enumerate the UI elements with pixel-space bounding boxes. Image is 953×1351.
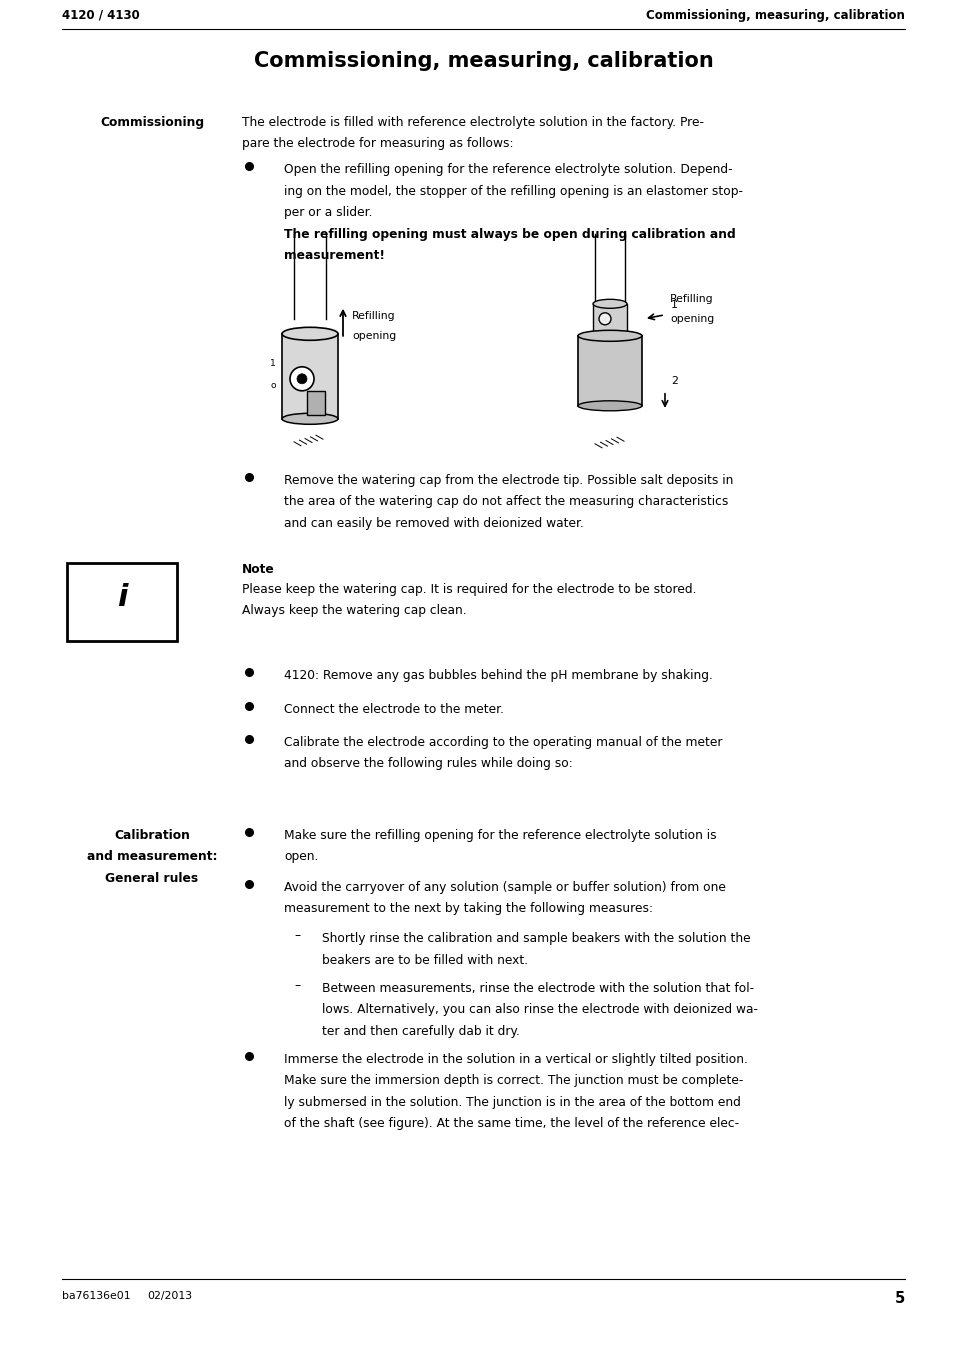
Ellipse shape xyxy=(578,330,641,342)
Text: Make sure the refilling opening for the reference electrolyte solution is: Make sure the refilling opening for the … xyxy=(284,830,716,842)
Text: pare the electrode for measuring as follows:: pare the electrode for measuring as foll… xyxy=(242,138,513,150)
Text: ter and then carefully dab it dry.: ter and then carefully dab it dry. xyxy=(322,1024,519,1038)
Text: Please keep the watering cap. It is required for the electrode to be stored.: Please keep the watering cap. It is requ… xyxy=(242,582,696,596)
Text: measurement to the next by taking the following measures:: measurement to the next by taking the fo… xyxy=(284,902,652,915)
Ellipse shape xyxy=(578,401,641,411)
Text: The refilling opening must always be open during calibration and: The refilling opening must always be ope… xyxy=(284,228,735,240)
Text: –: – xyxy=(294,929,300,942)
Text: Open the refilling opening for the reference electrolyte solution. Depend-: Open the refilling opening for the refer… xyxy=(284,163,732,176)
Text: Calibration: Calibration xyxy=(114,830,190,842)
Text: Commissioning, measuring, calibration: Commissioning, measuring, calibration xyxy=(645,9,904,22)
Text: ing on the model, the stopper of the refilling opening is an elastomer stop-: ing on the model, the stopper of the ref… xyxy=(284,185,742,197)
Text: beakers are to be filled with next.: beakers are to be filled with next. xyxy=(322,954,528,967)
Ellipse shape xyxy=(593,300,626,308)
Text: and observe the following rules while doing so:: and observe the following rules while do… xyxy=(284,758,572,770)
Text: opening: opening xyxy=(352,331,395,342)
Text: Note: Note xyxy=(242,563,274,577)
Text: 4120 / 4130: 4120 / 4130 xyxy=(62,9,139,22)
Text: ba76136e01: ba76136e01 xyxy=(62,1292,131,1301)
Text: Shortly rinse the calibration and sample beakers with the solution the: Shortly rinse the calibration and sample… xyxy=(322,932,750,946)
Text: The electrode is filled with reference electrolyte solution in the factory. Pre-: The electrode is filled with reference e… xyxy=(242,116,703,128)
Text: i: i xyxy=(116,582,127,612)
Ellipse shape xyxy=(282,413,337,424)
Text: 02/2013: 02/2013 xyxy=(147,1292,192,1301)
Bar xyxy=(593,304,626,338)
Text: and can easily be removed with deionized water.: and can easily be removed with deionized… xyxy=(284,517,583,530)
Text: 4120: Remove any gas bubbles behind the pH membrane by shaking.: 4120: Remove any gas bubbles behind the … xyxy=(284,669,712,682)
Text: 1: 1 xyxy=(670,300,678,309)
Text: open.: open. xyxy=(284,850,318,863)
Text: Immerse the electrode in the solution in a vertical or slightly tilted position.: Immerse the electrode in the solution in… xyxy=(284,1052,747,1066)
Bar xyxy=(282,334,337,419)
Bar xyxy=(578,336,641,405)
Text: 5: 5 xyxy=(894,1292,904,1306)
Text: of the shaft (see figure). At the same time, the level of the reference elec-: of the shaft (see figure). At the same t… xyxy=(284,1117,739,1129)
Text: the area of the watering cap do not affect the measuring characteristics: the area of the watering cap do not affe… xyxy=(284,496,727,508)
Text: Calibrate the electrode according to the operating manual of the meter: Calibrate the electrode according to the… xyxy=(284,736,721,748)
Text: measurement!: measurement! xyxy=(284,250,385,262)
Text: Connect the electrode to the meter.: Connect the electrode to the meter. xyxy=(284,703,503,716)
Circle shape xyxy=(598,313,610,324)
Text: Refilling: Refilling xyxy=(352,311,395,320)
Text: ly submersed in the solution. The junction is in the area of the bottom end: ly submersed in the solution. The juncti… xyxy=(284,1096,740,1109)
Text: o: o xyxy=(271,381,275,390)
Text: Remove the watering cap from the electrode tip. Possible salt deposits in: Remove the watering cap from the electro… xyxy=(284,474,733,486)
Ellipse shape xyxy=(282,327,337,340)
Circle shape xyxy=(296,374,307,384)
Text: Avoid the carryover of any solution (sample or buffer solution) from one: Avoid the carryover of any solution (sam… xyxy=(284,881,725,893)
Text: and measurement:: and measurement: xyxy=(87,850,217,863)
Text: Commissioning: Commissioning xyxy=(100,116,204,128)
Text: 2: 2 xyxy=(670,376,678,386)
Text: Between measurements, rinse the electrode with the solution that fol-: Between measurements, rinse the electrod… xyxy=(322,982,753,994)
Text: Refilling: Refilling xyxy=(669,293,713,304)
Text: opening: opening xyxy=(669,315,714,324)
Text: –: – xyxy=(294,978,300,992)
Text: General rules: General rules xyxy=(106,871,198,885)
Text: Always keep the watering cap clean.: Always keep the watering cap clean. xyxy=(242,604,466,617)
Bar xyxy=(67,563,177,642)
Text: Commissioning, measuring, calibration: Commissioning, measuring, calibration xyxy=(253,51,713,72)
Text: per or a slider.: per or a slider. xyxy=(284,207,372,219)
Text: lows. Alternatively, you can also rinse the electrode with deionized wa-: lows. Alternatively, you can also rinse … xyxy=(322,1002,758,1016)
Text: 1: 1 xyxy=(270,359,275,369)
Bar xyxy=(307,390,325,415)
Circle shape xyxy=(290,367,314,390)
Text: Make sure the immersion depth is correct. The junction must be complete-: Make sure the immersion depth is correct… xyxy=(284,1074,742,1088)
